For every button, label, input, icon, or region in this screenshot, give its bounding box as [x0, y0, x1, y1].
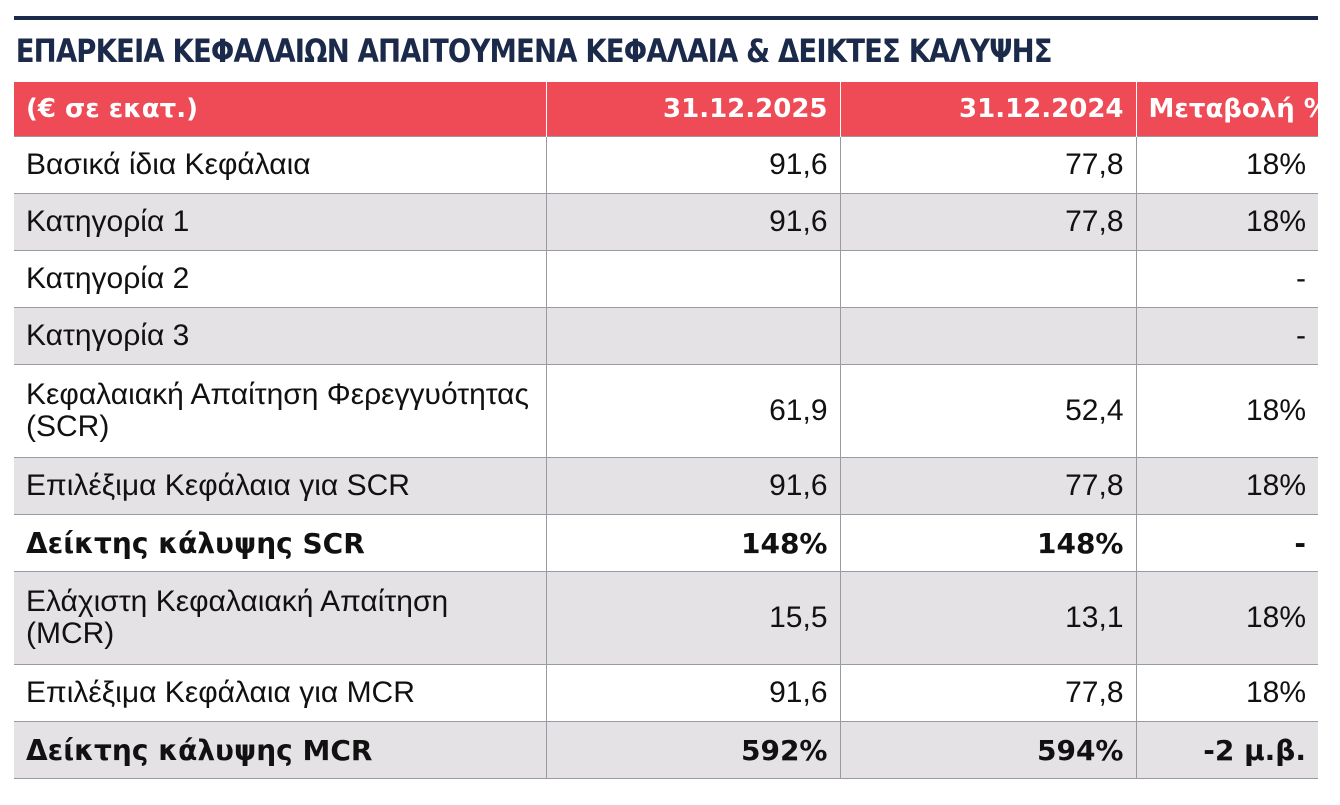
page-title: ΕΠΑΡΚΕΙΑ ΚΕΦΑΛΑΙΩΝ ΑΠΑΙΤΟΥΜΕΝΑ ΚΕΦΑΛΑΙΑ …: [15, 32, 1053, 70]
value-change: 18%: [1135, 364, 1318, 458]
row-label: Δείκτης κάλυψης SCR: [14, 514, 546, 572]
row-label: Δείκτης κάλυψης MCR: [14, 721, 546, 779]
value-2024: 594%: [839, 721, 1136, 779]
value-change: 18%: [1135, 193, 1318, 251]
value-2024: 77,8: [839, 193, 1136, 251]
value-change: -: [1135, 307, 1318, 365]
value-2024: 77,8: [839, 457, 1136, 515]
table-row-total: Δείκτης κάλυψης MCR 592% 594% -2 μ.β.: [14, 721, 1318, 779]
value-2025: 61,9: [545, 364, 840, 458]
table-row: Βασικά ίδια Κεφάλαια 91,6 77,8 18%: [14, 136, 1318, 194]
value-2025: 592%: [545, 721, 840, 779]
row-label: Βασικά ίδια Κεφάλαια: [14, 136, 546, 194]
row-label: Κατηγορία 1: [14, 193, 546, 251]
value-2024: 77,8: [839, 136, 1136, 194]
value-change: 18%: [1135, 457, 1318, 515]
value-2024: 77,8: [839, 664, 1136, 722]
row-label: Ελάχιστη Κεφαλαιακή Απαίτηση (MCR): [14, 571, 546, 665]
table-row: Επιλέξιμα Κεφάλαια για MCR 91,6 77,8 18%: [14, 664, 1318, 722]
capital-adequacy-panel: ΕΠΑΡΚΕΙΑ ΚΕΦΑΛΑΙΩΝ ΑΠΑΙΤΟΥΜΕΝΑ ΚΕΦΑΛΑΙΑ …: [14, 16, 1330, 779]
value-2024: 148%: [839, 514, 1136, 572]
header-2024: 31.12.2024: [839, 82, 1136, 137]
value-change: -: [1135, 514, 1318, 572]
value-2025: 91,6: [545, 664, 840, 722]
header-2025: 31.12.2025: [545, 82, 840, 137]
row-label: Κεφαλαιακή Απαίτηση Φερεγγυότητας (SCR): [14, 364, 546, 458]
value-2024: 52,4: [839, 364, 1136, 458]
value-2025: 148%: [545, 514, 840, 572]
header-row: (€ σε εκατ.) 31.12.2025 31.12.2024 Μεταβ…: [14, 82, 1330, 137]
table-row: Κατηγορία 3 -: [14, 307, 1318, 365]
value-2025: 91,6: [545, 193, 840, 251]
value-2025: 91,6: [545, 457, 840, 515]
value-2025: [545, 250, 840, 308]
table-row: Ελάχιστη Κεφαλαιακή Απαίτηση (MCR) 15,5 …: [14, 571, 1318, 665]
table-row: Κατηγορία 1 91,6 77,8 18%: [14, 193, 1318, 251]
row-label: Επιλέξιμα Κεφάλαια για MCR: [14, 664, 546, 722]
header-units: (€ σε εκατ.): [14, 82, 546, 137]
value-change: -: [1135, 250, 1318, 308]
value-2024: 13,1: [839, 571, 1136, 665]
value-2025: 15,5: [545, 571, 840, 665]
value-change: -2 μ.β.: [1135, 721, 1318, 779]
row-label: Κατηγορία 3: [14, 307, 546, 365]
value-change: 18%: [1135, 136, 1318, 194]
row-label: Επιλέξιμα Κεφάλαια για SCR: [14, 457, 546, 515]
value-change: 18%: [1135, 664, 1318, 722]
value-2024: [839, 307, 1136, 365]
top-rule: [14, 16, 1318, 20]
capital-table: (€ σε εκατ.) 31.12.2025 31.12.2024 Μεταβ…: [14, 82, 1330, 779]
value-2025: [545, 307, 840, 365]
header-change: Μεταβολή %: [1135, 82, 1330, 137]
table-row: Επιλέξιμα Κεφάλαια για SCR 91,6 77,8 18%: [14, 457, 1318, 515]
row-label: Κατηγορία 2: [14, 250, 546, 308]
value-2025: 91,6: [545, 136, 840, 194]
value-2024: [839, 250, 1136, 308]
value-change: 18%: [1135, 571, 1318, 665]
table-row: Κεφαλαιακή Απαίτηση Φερεγγυότητας (SCR) …: [14, 364, 1318, 458]
table-row: Κατηγορία 2 -: [14, 250, 1318, 308]
table-row-total: Δείκτης κάλυψης SCR 148% 148% -: [14, 514, 1318, 572]
